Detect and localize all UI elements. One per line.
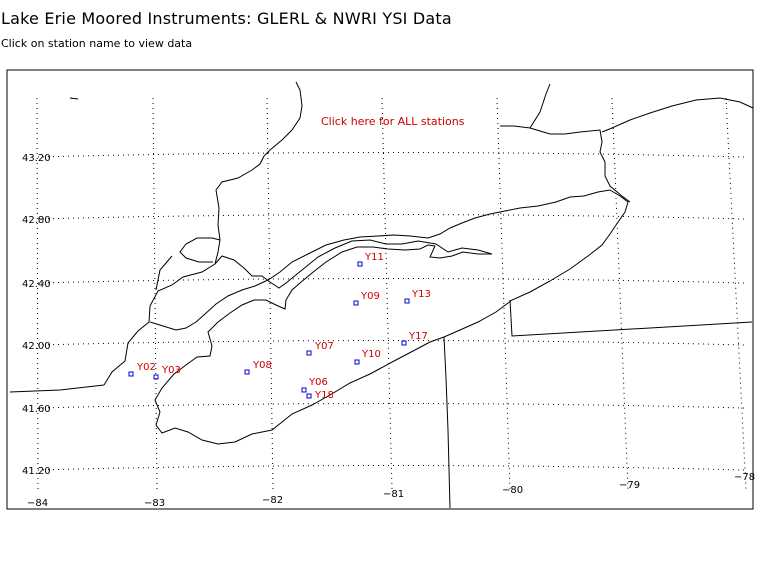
all-stations-link[interactable]: Click here for ALL stations [321,115,465,128]
station-label[interactable]: Y18 [314,390,334,401]
station-y02[interactable]: Y02 [128,362,156,377]
lat-label: 43.20 [22,153,51,164]
lon-label: −80 [502,485,523,496]
station-y13[interactable]: Y13 [404,289,431,304]
station-label[interactable]: Y13 [411,289,431,300]
lat-label: 42.00 [22,341,51,352]
station-label[interactable]: Y06 [308,377,328,388]
station-y06[interactable]: Y06 [301,377,328,393]
station-marker[interactable] [353,300,359,306]
station-y08[interactable]: Y08 [244,360,272,375]
station-label[interactable]: Y09 [360,291,380,302]
station-marker[interactable] [357,261,363,267]
station-y18[interactable]: Y18 [306,390,334,401]
station-marker[interactable] [404,298,410,304]
station-y09[interactable]: Y09 [353,291,380,306]
map-frame [6,69,754,510]
station-marker[interactable] [306,350,312,356]
lat-lon-grid [36,97,747,493]
station-marker[interactable] [401,340,407,346]
station-y10[interactable]: Y10 [354,349,381,365]
station-label[interactable]: Y17 [408,331,428,342]
lon-label: −83 [144,498,165,509]
station-label[interactable]: Y10 [361,349,381,360]
station-marker[interactable] [244,369,250,375]
station-label[interactable]: Y08 [252,360,272,371]
lat-label: 41.20 [22,466,51,477]
lat-label: 42.40 [22,279,51,290]
station-marker[interactable] [153,374,159,380]
lon-label: −78 [734,472,755,483]
station-marker[interactable] [301,387,307,393]
station-y03[interactable]: Y03 [153,365,181,380]
page-title: Lake Erie Moored Instruments: GLERL & NW… [1,9,452,28]
lat-label: 41.60 [22,404,51,415]
lon-label: −82 [262,495,283,506]
stations: Y02 Y03 Y08 Y07 Y06 Y18 Y10 Y09 Y11 Y13 Y17 [128,252,431,401]
station-y17[interactable]: Y17 [401,331,428,346]
lon-label: −79 [619,480,640,491]
lon-label: −81 [383,489,404,500]
station-label[interactable]: Y03 [161,365,181,376]
lat-label: 42.80 [22,215,51,226]
station-marker[interactable] [306,393,312,399]
station-y11[interactable]: Y11 [357,252,384,267]
station-y07[interactable]: Y07 [306,341,334,356]
coastline [9,81,754,509]
station-label[interactable]: Y02 [136,362,156,373]
station-marker[interactable] [354,359,360,365]
page-subtitle: Click on station name to view data [1,37,193,50]
axis-labels: −84 −83 −82 −81 −80 −79 −78 43.20 42.80 … [22,153,755,509]
station-label[interactable]: Y07 [314,341,334,352]
station-marker[interactable] [128,371,134,377]
station-label[interactable]: Y11 [364,252,384,263]
lon-label: −84 [27,498,48,509]
